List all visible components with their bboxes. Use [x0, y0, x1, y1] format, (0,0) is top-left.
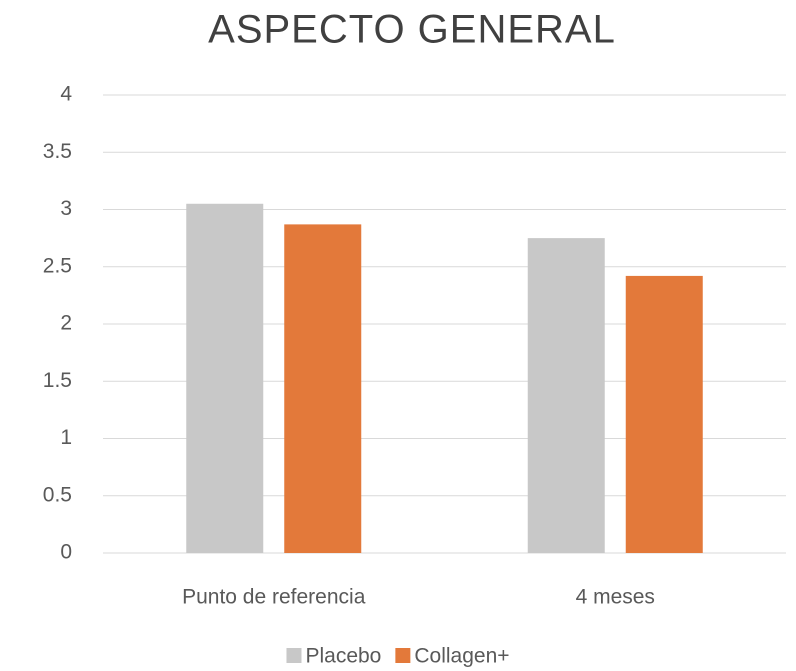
bar	[625, 275, 703, 553]
legend-label: Collagen+	[414, 645, 509, 668]
bar	[527, 238, 605, 553]
y-tick-label: 1.5	[43, 369, 72, 392]
y-tick-label: 4	[60, 83, 72, 106]
bar	[284, 224, 362, 553]
legend-label: Placebo	[305, 645, 381, 668]
x-tick-label: Punto de referencia	[182, 586, 366, 609]
x-tick-label: 4 meses	[576, 586, 655, 609]
y-tick-label: 0	[60, 541, 72, 564]
chart-title: ASPECTO GENERAL	[208, 8, 616, 52]
y-tick-label: 0.5	[43, 483, 72, 506]
legend-swatch	[395, 648, 411, 663]
y-tick-label: 2	[60, 312, 72, 335]
y-tick-label: 2.5	[43, 254, 72, 277]
y-tick-label: 1	[60, 426, 72, 449]
y-tick-label: 3.5	[43, 140, 72, 163]
bar	[186, 203, 264, 553]
legend-swatch	[286, 648, 302, 663]
y-tick-label: 3	[60, 197, 72, 220]
